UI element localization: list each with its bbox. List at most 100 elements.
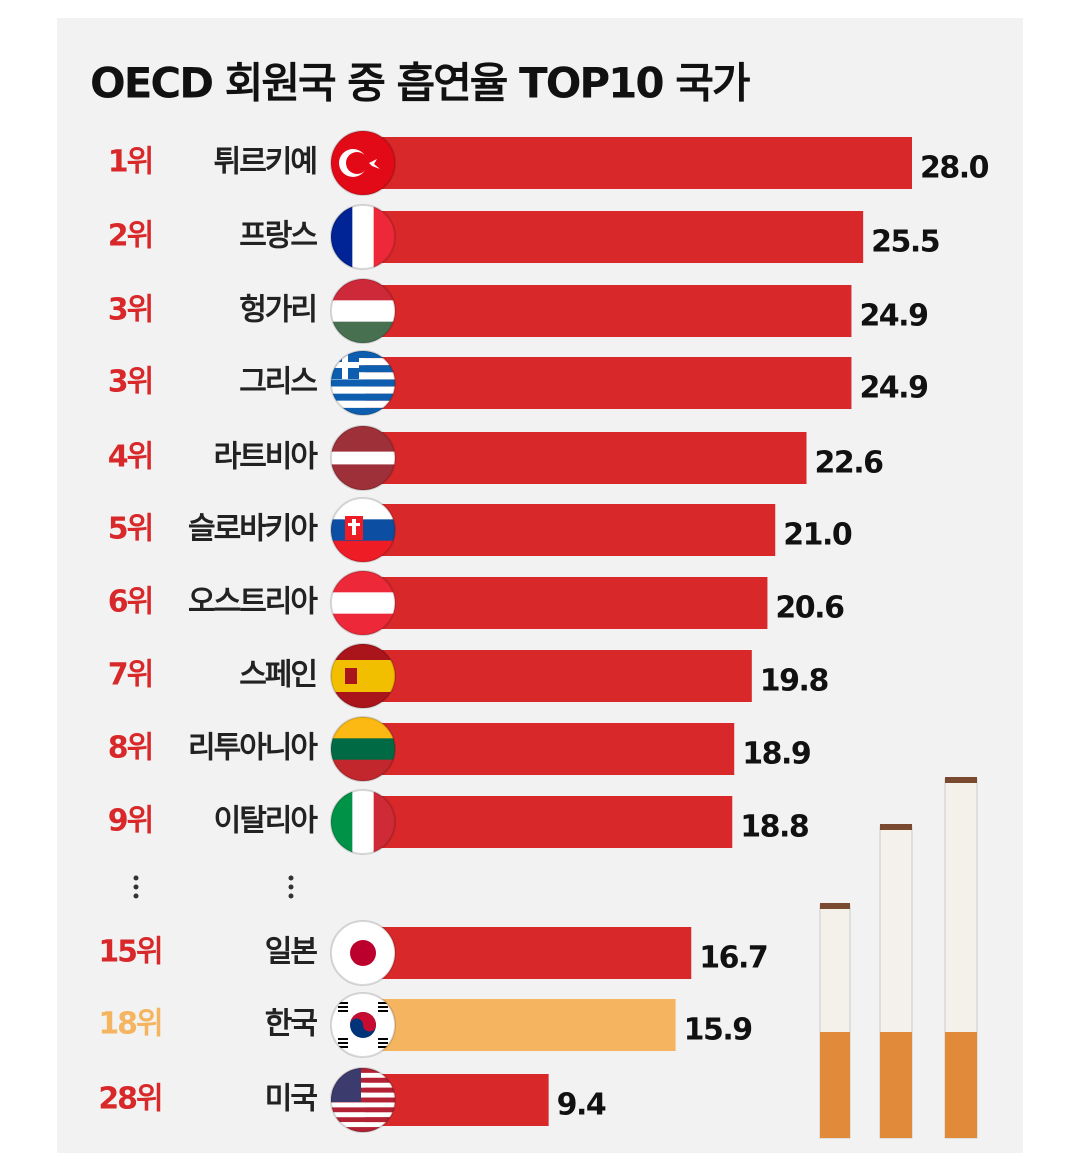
flag-shade xyxy=(330,920,396,986)
flag-part xyxy=(378,1002,388,1004)
value-label: 18.9 xyxy=(742,737,810,772)
flag-part xyxy=(331,365,395,373)
flag xyxy=(331,131,395,195)
flag-part xyxy=(331,660,395,677)
flag-part xyxy=(338,1006,348,1008)
flag-part xyxy=(331,1107,395,1113)
flag-part xyxy=(331,1068,395,1073)
country-label: 프랑스 xyxy=(239,219,317,254)
flag-part xyxy=(331,738,395,761)
bar xyxy=(365,137,912,189)
country-label: 튀르키예 xyxy=(214,145,317,180)
ellipsis xyxy=(133,875,294,899)
bar xyxy=(365,723,735,775)
flag-part xyxy=(338,1038,348,1040)
bar xyxy=(365,357,852,409)
rank-label: 2위 xyxy=(108,219,152,254)
value-label: 22.6 xyxy=(815,446,884,481)
value-label: 21.0 xyxy=(783,518,852,553)
flag-part xyxy=(331,571,395,593)
flag-part xyxy=(331,1102,395,1108)
flag-part xyxy=(331,205,353,269)
flag-part xyxy=(331,279,395,301)
bar xyxy=(365,1074,549,1126)
flag-part xyxy=(331,1117,395,1123)
rank-label: 6위 xyxy=(108,585,152,620)
value-label: 25.5 xyxy=(871,225,939,260)
flag-shade xyxy=(330,204,396,270)
rank-label: 4위 xyxy=(108,440,152,475)
rank-label: 3위 xyxy=(108,365,152,400)
flag-part xyxy=(331,759,395,781)
flag-part xyxy=(373,790,395,854)
value-label: 15.9 xyxy=(684,1013,752,1048)
flag-part xyxy=(331,1127,395,1132)
flag-part xyxy=(331,592,395,615)
flag xyxy=(331,205,395,269)
flag xyxy=(331,571,395,635)
flag-part xyxy=(338,1046,348,1048)
flag-part xyxy=(378,1006,388,1008)
flag-part xyxy=(331,379,395,387)
flag-part xyxy=(346,152,368,174)
country-label: 그리스 xyxy=(239,365,317,400)
cigarettes xyxy=(819,777,978,1139)
flag-part xyxy=(331,321,395,343)
country-label: 이탈리아 xyxy=(214,804,319,839)
bar xyxy=(365,796,733,848)
rank-label: 18위 xyxy=(98,1007,161,1042)
flag-part xyxy=(331,351,395,359)
value-label: 28.0 xyxy=(920,151,989,186)
flag xyxy=(331,921,395,985)
flag-shade xyxy=(330,278,396,344)
flag-part xyxy=(331,717,395,739)
flag-part xyxy=(331,613,395,635)
rank-label: 15위 xyxy=(98,935,161,970)
flag-part xyxy=(331,1097,395,1103)
flag xyxy=(331,790,395,854)
flag-part xyxy=(331,451,395,465)
flag-part xyxy=(331,372,395,380)
bar xyxy=(365,999,676,1051)
flag-part xyxy=(338,1002,348,1004)
value-label: 24.9 xyxy=(859,371,927,406)
flag-part xyxy=(348,523,360,526)
rank-label: 28위 xyxy=(98,1082,161,1117)
flag-part xyxy=(338,1042,348,1044)
flag-part xyxy=(352,519,356,535)
flag xyxy=(331,717,395,781)
country-label: 라트비아 xyxy=(214,440,319,475)
flag-part xyxy=(369,159,380,169)
country-label: 슬로바키아 xyxy=(188,512,318,547)
flag-shade xyxy=(330,992,396,1058)
rank-label: 9위 xyxy=(108,804,152,839)
bar xyxy=(365,432,807,484)
value-label: 24.9 xyxy=(859,299,927,334)
bar xyxy=(365,650,752,702)
rank-label: 8위 xyxy=(108,731,152,766)
value-label: 9.4 xyxy=(557,1088,606,1123)
country-label: 일본 xyxy=(265,935,318,970)
flag-part xyxy=(331,300,395,323)
flag-part xyxy=(331,1077,395,1083)
flag-part xyxy=(331,407,395,415)
flag xyxy=(331,498,395,562)
country-label: 헝가리 xyxy=(239,293,316,328)
flag-part xyxy=(350,940,376,966)
flag-shade xyxy=(330,570,396,636)
flag-part xyxy=(331,498,395,520)
bar xyxy=(365,577,768,629)
flag-part xyxy=(338,1010,348,1012)
country-label: 리투아니아 xyxy=(188,731,318,766)
rank-label: 5위 xyxy=(108,512,152,547)
bar xyxy=(365,211,864,263)
flag-part xyxy=(352,790,375,854)
flag-part xyxy=(352,205,375,269)
value-label: 16.7 xyxy=(699,941,767,976)
flag-shade xyxy=(330,497,396,563)
flag-part xyxy=(331,1082,395,1088)
flag-shade xyxy=(330,425,396,491)
flag-part xyxy=(331,790,353,854)
flag-part xyxy=(378,1038,388,1040)
